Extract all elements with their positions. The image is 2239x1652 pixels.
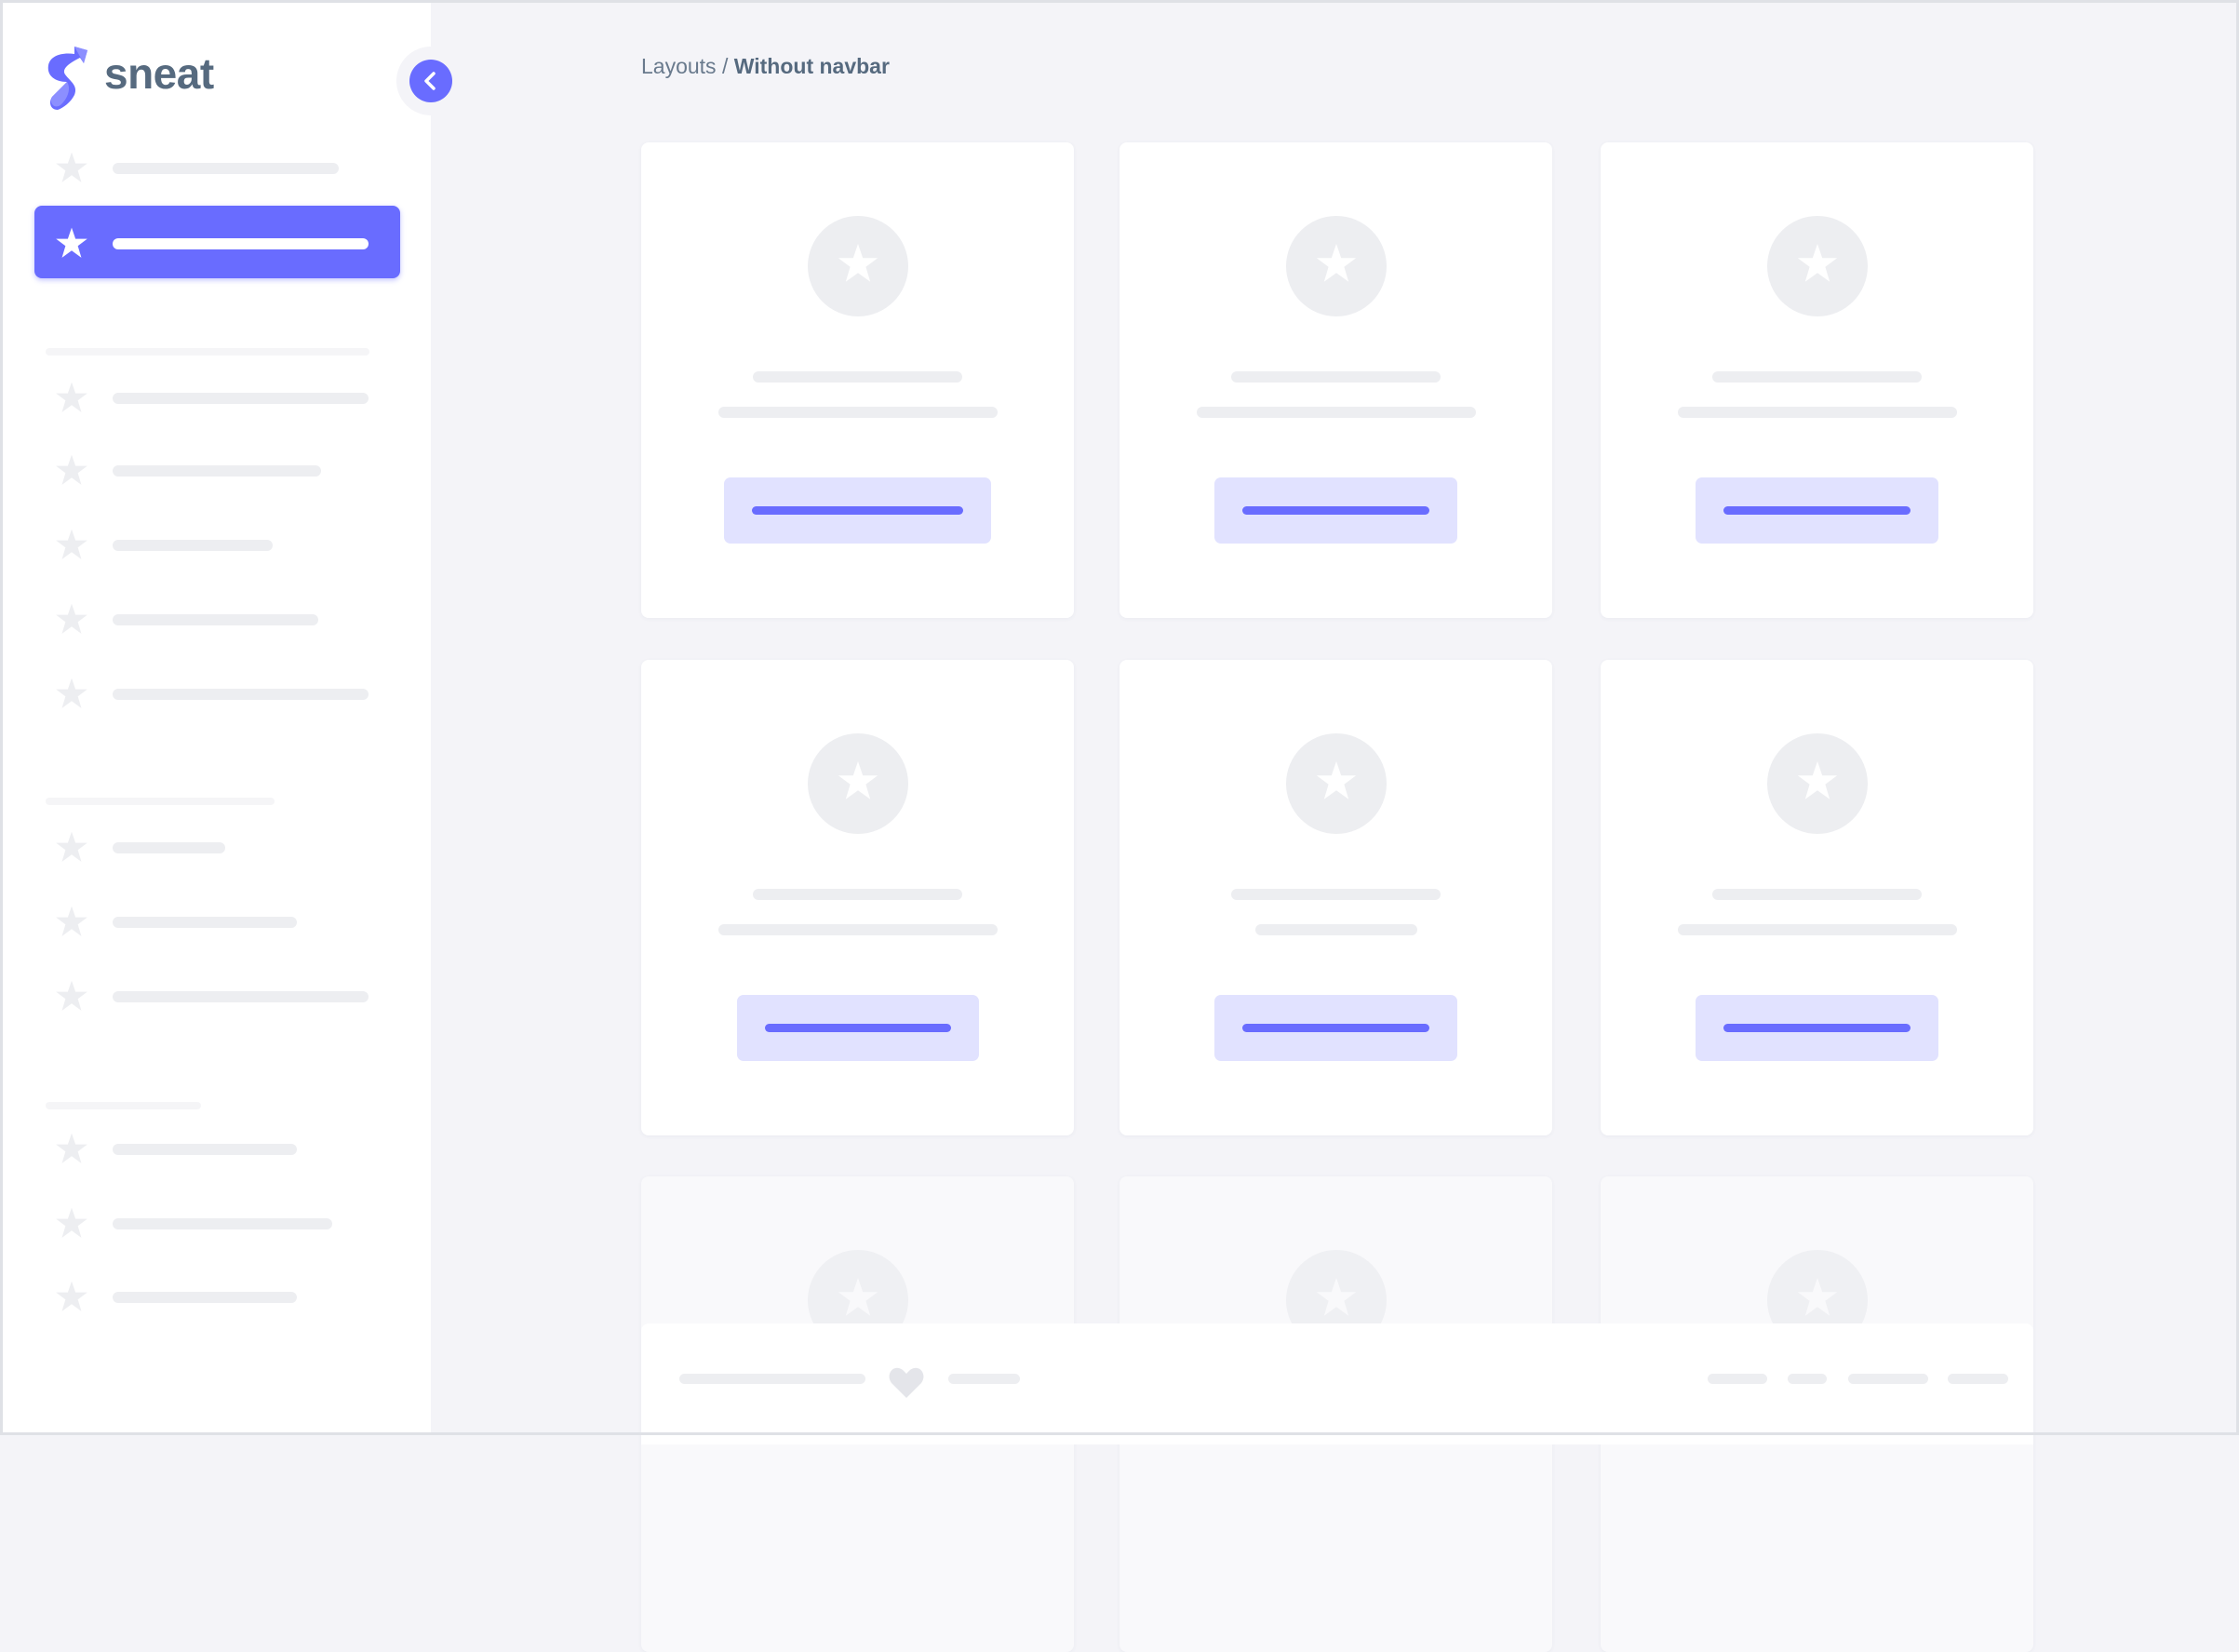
menu-section-header (46, 798, 275, 805)
star-icon (54, 979, 89, 1014)
footer-link-placeholder[interactable] (948, 1374, 1020, 1384)
star-icon (54, 151, 89, 186)
star-icon (54, 905, 89, 940)
heart-icon (889, 1367, 924, 1398)
card-button[interactable] (1214, 995, 1457, 1061)
card-button[interactable] (1696, 995, 1938, 1061)
star-icon (836, 242, 880, 291)
card-text-placeholder (717, 924, 998, 935)
star-icon (1795, 242, 1840, 291)
card-text-placeholder (1254, 924, 1417, 935)
card-button[interactable] (1214, 477, 1457, 544)
footer (641, 1323, 2033, 1444)
card-title-placeholder (1231, 371, 1441, 383)
sidebar-item[interactable] (113, 991, 369, 1002)
card-text-placeholder (1677, 924, 1957, 935)
star-icon (54, 1280, 89, 1315)
sidebar-item[interactable] (113, 465, 321, 477)
card-title-placeholder (1712, 889, 1922, 900)
star-icon (1314, 1276, 1359, 1325)
card-button[interactable] (1696, 477, 1938, 544)
footer-link-placeholder[interactable] (1788, 1374, 1827, 1384)
star-icon (54, 677, 89, 712)
card-title-placeholder (1231, 889, 1441, 900)
card-button[interactable] (736, 995, 979, 1061)
star-icon (1314, 242, 1359, 291)
breadcrumb: Layouts / Without navbar (641, 54, 890, 79)
star-icon (54, 602, 89, 638)
card-avatar (1767, 216, 1868, 316)
star-icon (54, 830, 89, 866)
menu-section-header (46, 348, 369, 356)
star-icon (1795, 759, 1840, 809)
card-title-placeholder (753, 889, 962, 900)
footer-link-placeholder[interactable] (1948, 1374, 2008, 1384)
card-avatar (1767, 733, 1868, 834)
card-avatar (1286, 733, 1387, 834)
card-button-label (1723, 506, 1911, 515)
footer-link-placeholder[interactable] (1708, 1374, 1767, 1384)
star-icon (54, 1206, 89, 1242)
sidebar-item[interactable] (113, 540, 273, 551)
card-text-placeholder (717, 407, 998, 418)
card (641, 660, 1074, 1135)
footer-text-placeholder (679, 1374, 865, 1384)
card-text-placeholder (1677, 407, 1957, 418)
sidebar-item[interactable] (113, 917, 297, 928)
card (1601, 660, 2033, 1135)
brand-name: sneat (104, 49, 214, 98)
star-icon (836, 759, 880, 809)
sidebar-item[interactable] (113, 614, 318, 625)
sidebar-item[interactable] (113, 1292, 297, 1303)
footer-link-placeholder[interactable] (1848, 1374, 1928, 1384)
card-text-placeholder (1196, 407, 1476, 418)
sidebar-toggle-button[interactable] (409, 60, 452, 102)
breadcrumb-current: Without navbar (733, 54, 890, 78)
sidebar: sneat (0, 0, 431, 1435)
card-button-label (1242, 506, 1429, 515)
star-icon (54, 226, 89, 262)
card (1120, 660, 1552, 1135)
sidebar-item[interactable] (113, 393, 369, 404)
card (641, 142, 1074, 618)
card (1601, 142, 2033, 618)
star-icon (54, 528, 89, 563)
card-title-placeholder (753, 371, 962, 383)
star-icon (54, 453, 89, 489)
card-button-label (752, 506, 963, 515)
card-title-placeholder (1712, 371, 1922, 383)
sidebar-item[interactable] (113, 238, 369, 249)
star-icon (1314, 759, 1359, 809)
sidebar-item[interactable] (113, 1144, 297, 1155)
card-button-label (1723, 1024, 1911, 1032)
breadcrumb-separator: / (721, 54, 729, 78)
card-avatar (808, 733, 908, 834)
menu-section-header (46, 1102, 201, 1109)
sneat-logo-icon (47, 47, 87, 110)
sidebar-item[interactable] (113, 689, 369, 700)
sidebar-item[interactable] (113, 842, 225, 853)
star-icon (54, 381, 89, 416)
chevron-left-icon (424, 72, 436, 90)
sidebar-item[interactable] (113, 1218, 332, 1229)
breadcrumb-parent[interactable]: Layouts (641, 54, 717, 78)
card-button[interactable] (724, 477, 991, 544)
star-icon (54, 1132, 89, 1167)
sidebar-item[interactable] (113, 163, 339, 174)
card (1120, 142, 1552, 618)
star-icon (836, 1276, 880, 1325)
card-avatar (1286, 216, 1387, 316)
card-button-label (1242, 1024, 1429, 1032)
card-avatar (808, 216, 908, 316)
star-icon (1795, 1276, 1840, 1325)
card-button-label (764, 1024, 951, 1032)
